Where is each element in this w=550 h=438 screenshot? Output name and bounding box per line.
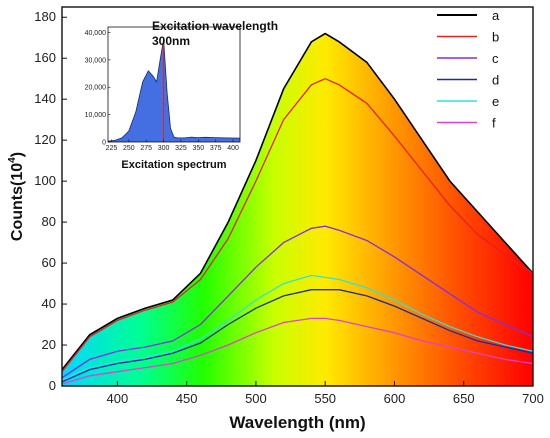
x-tick-label: 550 [314, 391, 336, 406]
y-tick-label: 60 [42, 255, 56, 270]
y-axis-title-exponent: 4 [7, 157, 18, 163]
excitation-inset: 225 250 275 300 325 350 375 400 0 10,000 20,000 30… [85, 19, 278, 171]
y-tick-label: 160 [34, 50, 56, 65]
inset-x-tick-label: 250 [123, 145, 135, 152]
inset-frame [107, 26, 241, 143]
inset-x-tick-label: 275 [140, 145, 152, 152]
legend-label-d: d [492, 73, 499, 88]
inset-x-tick-label: 375 [210, 145, 222, 152]
y-axis-title: Counts(104) [7, 152, 26, 241]
series-line-c [62, 225, 533, 379]
inset-y-tick-label: 30,000 [85, 57, 107, 64]
inset-background [108, 27, 240, 142]
y-axis-title-close: ) [9, 152, 26, 157]
inset-y-tick-label: 0 [102, 140, 106, 147]
legend-label-c: c [492, 51, 499, 66]
inset-y-tick-label: 10,000 [85, 112, 107, 119]
y-tick-label: 100 [34, 173, 56, 188]
x-tick-label: 650 [453, 391, 475, 406]
inset-subtitle: 300nm [152, 34, 190, 48]
plot-frame [61, 6, 534, 387]
inset-excitation-line [107, 39, 241, 142]
y-tick-label: 40 [42, 296, 56, 311]
x-tick-label: 500 [245, 391, 267, 406]
inset-x-axis: 225 250 275 300 325 350 375 400 [106, 139, 239, 152]
y-tick-label: 20 [42, 337, 56, 352]
y-tick-label: 180 [34, 9, 56, 24]
y-tick-label: 140 [34, 91, 56, 106]
legend-label-f: f [492, 116, 496, 131]
series-line-a [62, 32, 533, 371]
series-line-d [62, 289, 533, 383]
inset-x-tick-label: 325 [175, 145, 187, 152]
inset-y-tick-label: 20,000 [85, 85, 107, 92]
legend-label-b: b [492, 30, 499, 45]
y-axis-title-main: Counts(10 [9, 163, 26, 241]
y-axis: 0 20 40 60 80 100 120 140 160 180 [34, 9, 67, 393]
x-tick-label: 450 [176, 391, 198, 406]
legend-label-e: e [492, 94, 499, 109]
series-lines [62, 32, 533, 385]
legend-label-a: a [492, 8, 500, 23]
inset-x-axis-title: Excitation spectrum [121, 159, 226, 171]
series-line-e [62, 274, 533, 381]
series-line-f [62, 317, 533, 385]
inset-x-tick-label: 350 [192, 145, 204, 152]
inset-x-tick-label: 225 [106, 145, 118, 152]
x-tick-label: 700 [522, 391, 544, 406]
x-tick-label: 400 [107, 391, 129, 406]
x-axis: 400 450 500 550 600 650 700 [107, 381, 544, 406]
y-tick-label: 120 [34, 132, 56, 147]
y-tick-label: 0 [49, 378, 56, 393]
inset-x-tick-label: 300 [158, 145, 170, 152]
inset-x-tick-label: 400 [227, 145, 239, 152]
x-axis-title: Wavelength (nm) [229, 413, 365, 432]
inset-title: Excitation wavelength [152, 19, 278, 33]
y-tick-label: 80 [42, 214, 56, 229]
series-line-b [62, 77, 533, 373]
inset-excitation-area [108, 39, 240, 142]
inset-y-tick-label: 40,000 [85, 30, 107, 37]
x-tick-label: 600 [384, 391, 406, 406]
inset-y-axis: 0 10,000 20,000 30,000 40,000 [85, 30, 111, 147]
